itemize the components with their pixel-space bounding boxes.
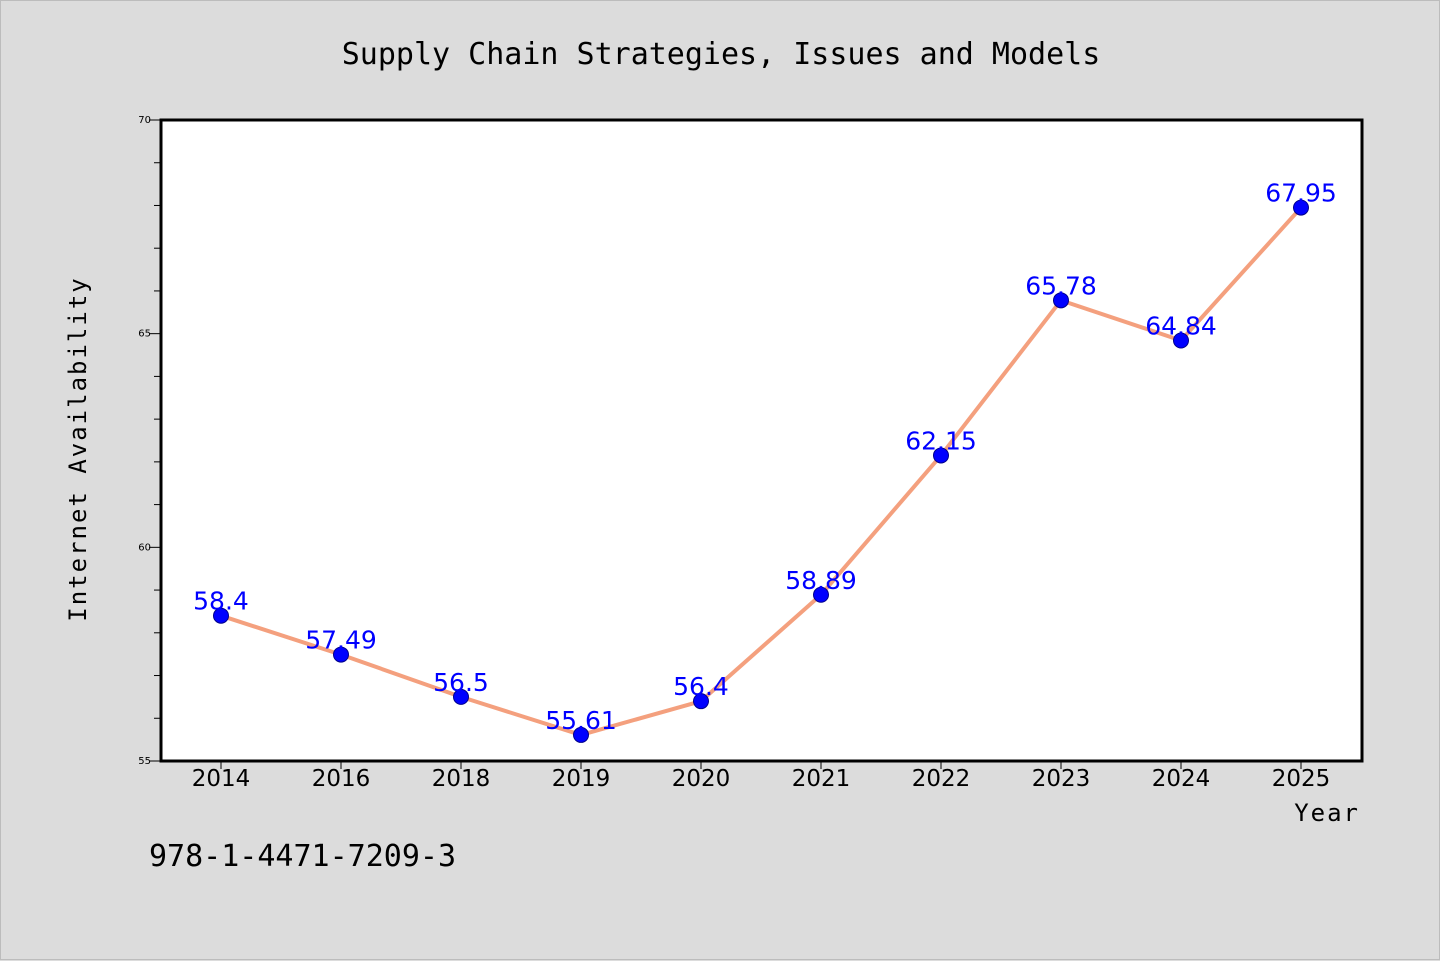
series-line: [220, 206, 1303, 737]
data-point: [1173, 332, 1189, 349]
data-label: 64.84: [1145, 312, 1217, 341]
x-tick-label: 2021: [792, 766, 851, 792]
y-tick-label: 65: [138, 329, 151, 340]
data-labels: 58.4 57.49 56.5 55.61 56.4 58.89 62.15 65.78 64.…: [193, 179, 1337, 735]
y-tick-label: 60: [138, 542, 151, 553]
data-markers: [213, 199, 1309, 743]
plot-area: [159, 118, 1364, 763]
x-tick-label: 2014: [192, 766, 251, 792]
y-tick-label: 70: [138, 115, 151, 126]
x-tick-label: 2020: [672, 766, 731, 792]
data-label: 57.49: [305, 626, 377, 655]
x-tick-label: 2022: [912, 766, 971, 792]
data-label: 62.15: [905, 426, 977, 455]
x-tick-label: 2025: [1272, 766, 1331, 792]
y-axis-label: Internet Availability: [64, 276, 92, 621]
data-point: [1053, 292, 1069, 309]
y-tick-label: 55: [138, 756, 151, 767]
x-tick-label: 2019: [552, 766, 611, 792]
data-label: 67.95: [1265, 179, 1337, 208]
x-axis: 2014 2016 2018 2019 2020 2021 2022 2023 2024 2025: [192, 761, 1331, 792]
data-point: [813, 586, 829, 603]
data-label: 58.89: [785, 566, 857, 595]
chart-title: Supply Chain Strategies, Issues and Mode…: [342, 37, 1101, 72]
x-axis-label: Year: [1294, 799, 1360, 827]
x-tick-label: 2018: [432, 766, 491, 792]
data-label: 56.5: [433, 668, 489, 697]
data-label: 58.4: [193, 587, 249, 616]
data-point: [573, 726, 589, 743]
data-point: [693, 693, 709, 710]
data-label: 55.61: [545, 706, 617, 735]
data-label: 56.4: [673, 672, 729, 701]
x-tick-label: 2023: [1032, 766, 1091, 792]
data-point: [213, 607, 229, 624]
x-tick-label: 2016: [312, 766, 371, 792]
isbn-text: 978-1-4471-7209-3: [149, 839, 456, 874]
data-point: [453, 688, 469, 705]
data-label: 65.78: [1025, 271, 1097, 300]
data-point: [333, 646, 349, 663]
x-tick-label: 2024: [1152, 766, 1211, 792]
data-point: [1293, 199, 1309, 216]
y-axis: 55 60 65 70: [138, 115, 161, 767]
data-point: [933, 447, 949, 464]
